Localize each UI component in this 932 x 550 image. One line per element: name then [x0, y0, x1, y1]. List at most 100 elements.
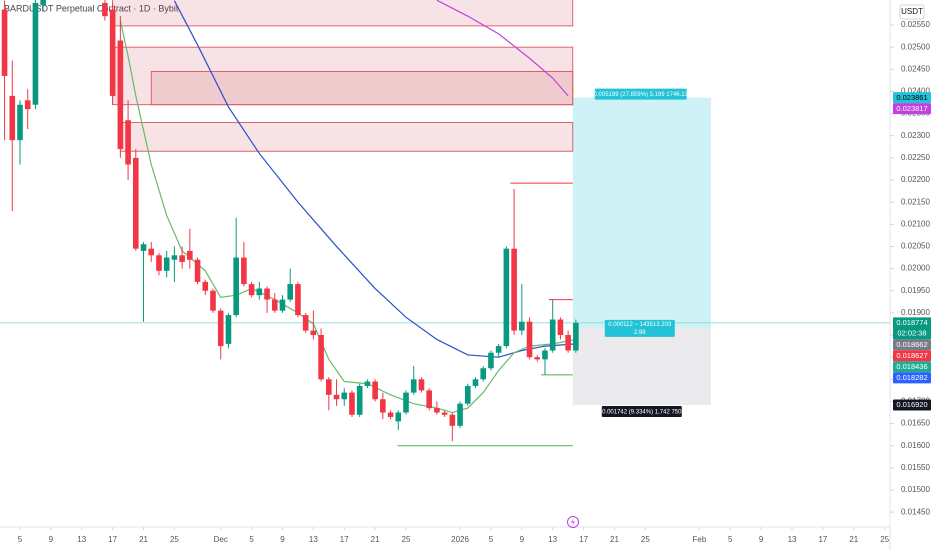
countdown: 02:02:38: [897, 328, 926, 337]
x-tick-label: 5: [18, 535, 23, 544]
candle-body: [349, 392, 355, 415]
price-tag-label: 0.023817: [896, 104, 927, 113]
price-tag-label: 0.018436: [896, 362, 927, 371]
candle-body: [557, 319, 564, 336]
x-tick-label: 13: [77, 535, 86, 544]
candle-body: [403, 392, 409, 413]
x-tick-label: 17: [108, 535, 117, 544]
y-tick-label: 0.02150: [901, 197, 930, 206]
stop-zone: [572, 327, 711, 405]
candle-body: [434, 408, 440, 413]
price-tag: [893, 399, 931, 411]
y-tick-label: 0.02000: [901, 264, 930, 273]
y-tick-label: 0.01600: [901, 441, 930, 450]
candle-body: [156, 255, 162, 271]
plot-area: BARDUSDT Perpetual Contract · 1D · Bybit…: [0, 0, 890, 447]
candle-body: [125, 120, 131, 165]
price-tag-label: 0.016920: [896, 400, 927, 409]
candle-body: [573, 322, 579, 351]
x-tick-label: 5: [489, 535, 494, 544]
y-tick-label: 0.01650: [901, 419, 930, 428]
y-tick-label: 0.01550: [901, 463, 930, 472]
candle-body: [495, 346, 502, 353]
x-tick-label: 25: [641, 535, 650, 544]
candle-body: [295, 284, 301, 316]
candle-body: [526, 321, 533, 358]
candle-body: [217, 310, 224, 347]
candle-body: [148, 248, 155, 256]
price-tag: [893, 317, 931, 340]
candle-body: [318, 335, 324, 380]
indicator-line: [119, 20, 576, 414]
replay-icon[interactable]: [567, 516, 579, 528]
candle-body: [364, 381, 371, 386]
candle-body: [542, 350, 548, 360]
x-tick-label: 25: [402, 535, 411, 544]
candle-body: [372, 381, 378, 400]
entry-label-box: [604, 319, 675, 337]
candle-body: [488, 352, 494, 369]
candle-body: [210, 290, 216, 311]
currency: USDT: [901, 7, 923, 16]
y-tick-label: 0.01450: [901, 507, 930, 516]
price-tag-label: 0.018282: [896, 373, 927, 382]
candle-body: [503, 248, 510, 347]
x-tick-label: 21: [849, 535, 858, 544]
price-tag-label: 0.023861: [896, 93, 927, 102]
candle-body: [225, 315, 232, 344]
indicator-line: [436, 0, 569, 97]
chart-title: BARDUSDT Perpetual Contract · 1D · Bybit: [4, 3, 179, 13]
x-tick-label: 13: [309, 535, 318, 544]
price-tag: [893, 350, 931, 362]
target-label: 0.005199 (27.859%) 5,199 1746.13: [594, 92, 689, 98]
entry-label: 0.000112 − 143513.203: [608, 322, 672, 328]
y-tick-label: 0.02500: [901, 42, 930, 51]
entry-label: 2.98: [634, 330, 646, 336]
price-tag: [893, 92, 931, 104]
candle-body: [179, 255, 185, 262]
x-tick-label: 21: [371, 535, 380, 544]
candle-body: [380, 399, 386, 413]
supply-zone: [119, 122, 574, 152]
y-tick-label: 0.02400: [901, 87, 930, 96]
candle-body: [1, 9, 8, 76]
x-tick-label: 9: [759, 535, 764, 544]
x-tick-label: 2026: [451, 535, 469, 544]
candle-body: [534, 357, 541, 360]
price-tag-label: 0.018627: [896, 351, 927, 360]
candle-body: [102, 2, 108, 17]
price-tag: [893, 339, 931, 351]
x-tick-label: Dec: [214, 535, 228, 544]
candle-body: [480, 368, 487, 380]
candle-body: [194, 259, 201, 282]
candle-body: [24, 100, 31, 110]
candle-body: [395, 412, 402, 422]
candle-body: [279, 299, 286, 311]
y-tick-label: 0.01950: [901, 286, 930, 295]
candle-body: [511, 248, 517, 331]
candle-body: [241, 257, 247, 285]
candle-body: [271, 299, 278, 311]
candle-body: [549, 319, 556, 351]
candle-body: [326, 379, 332, 395]
candle-body: [410, 379, 417, 393]
x-tick-label: 17: [579, 535, 588, 544]
candle-body: [248, 284, 255, 296]
x-tick-label: 5: [249, 535, 254, 544]
y-tick-label: 0.02050: [901, 242, 930, 251]
candle-body: [441, 412, 448, 415]
y-tick-label: 0.01500: [901, 485, 930, 494]
candle-body: [310, 330, 317, 336]
y-tick-label: 0.02100: [901, 219, 930, 228]
price-tag: [893, 103, 931, 115]
price-tag: [893, 372, 931, 384]
candle-body: [302, 315, 309, 331]
y-tick-label: 0.01900: [901, 308, 930, 317]
currency-box[interactable]: [899, 4, 925, 20]
candle-body: [187, 250, 193, 260]
candle-body: [418, 379, 425, 391]
x-tick-label: 17: [818, 535, 827, 544]
